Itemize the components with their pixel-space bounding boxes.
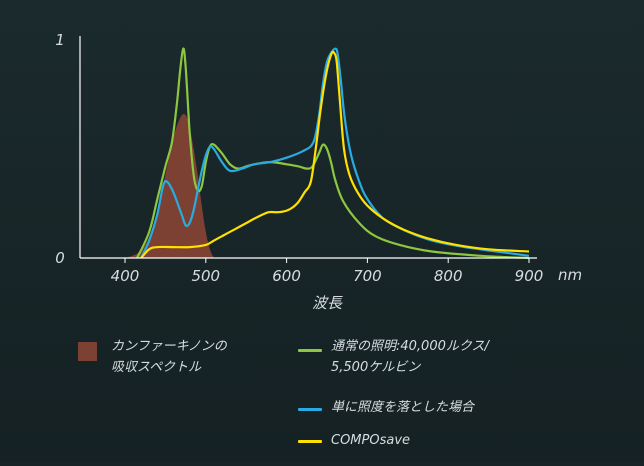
x-axis-title: 波長 — [312, 294, 343, 312]
y-tick-label: 1 — [55, 31, 65, 49]
x-tick-label: 800 — [434, 267, 463, 285]
ticks-layer: 400 500 600 700 800 900 0 1 — [55, 31, 543, 285]
x-tick-label: 900 — [515, 267, 544, 285]
series-composave-line — [140, 50, 530, 259]
x-tick-label: 600 — [272, 267, 301, 285]
x-tick-label: 500 — [191, 267, 220, 285]
x-unit-label: nm — [558, 266, 582, 284]
series-reduced-light-line — [140, 47, 530, 259]
y-tick-label: 0 — [55, 249, 65, 267]
series-layer — [125, 47, 530, 260]
x-tick-label: 400 — [111, 267, 140, 285]
x-tick-label: 700 — [353, 267, 382, 285]
